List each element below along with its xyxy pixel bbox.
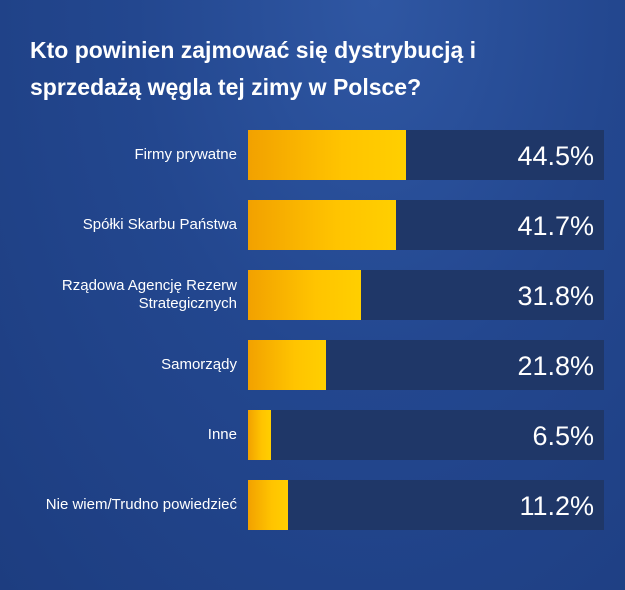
bar-track: 41.7%: [248, 200, 604, 250]
bar: [248, 340, 326, 390]
bar: [248, 130, 407, 180]
bar: [248, 200, 397, 250]
category-label: Nie wiem/Trudno powiedzieć: [45, 496, 237, 513]
bar-track: 21.8%: [248, 340, 604, 390]
value-label: 21.8%: [517, 351, 594, 381]
bar-track: 11.2%: [248, 480, 604, 530]
bar-row: Rządowa Agencję Rezerw Strategicznych 31.…: [0, 270, 625, 320]
bar-track: 31.8%: [248, 270, 604, 320]
bar-track: 44.5%: [248, 130, 604, 180]
value-label: 41.7%: [517, 211, 594, 241]
bar-row: Spółki Skarbu Państwa 41.7%: [0, 200, 625, 250]
bar-row: Samorządy 21.8%: [0, 340, 625, 390]
bar: [248, 410, 272, 460]
category-label: Samorządy: [161, 356, 237, 373]
bar: [248, 270, 362, 320]
category-label: Firmy prywatne: [134, 146, 237, 163]
category-label: Inne: [207, 426, 237, 443]
bar-row: Inne 6.5%: [0, 410, 625, 460]
category-label: Rządowa Agencję Rezerw Strategicznych: [61, 277, 237, 312]
value-label: 11.2%: [519, 491, 594, 521]
bar: [248, 480, 288, 530]
category-label: Spółki Skarbu Państwa: [82, 216, 237, 233]
bar-row: Nie wiem/Trudno powiedzieć 11.2%: [0, 480, 625, 530]
value-label: 6.5%: [532, 421, 594, 451]
bar-row: Firmy prywatne 44.5%: [0, 130, 625, 180]
value-label: 44.5%: [517, 141, 594, 171]
bar-track: 6.5%: [248, 410, 604, 460]
value-label: 31.8%: [517, 281, 594, 311]
chart-title: Kto powinien zajmować się dystrybucją i …: [30, 37, 477, 100]
